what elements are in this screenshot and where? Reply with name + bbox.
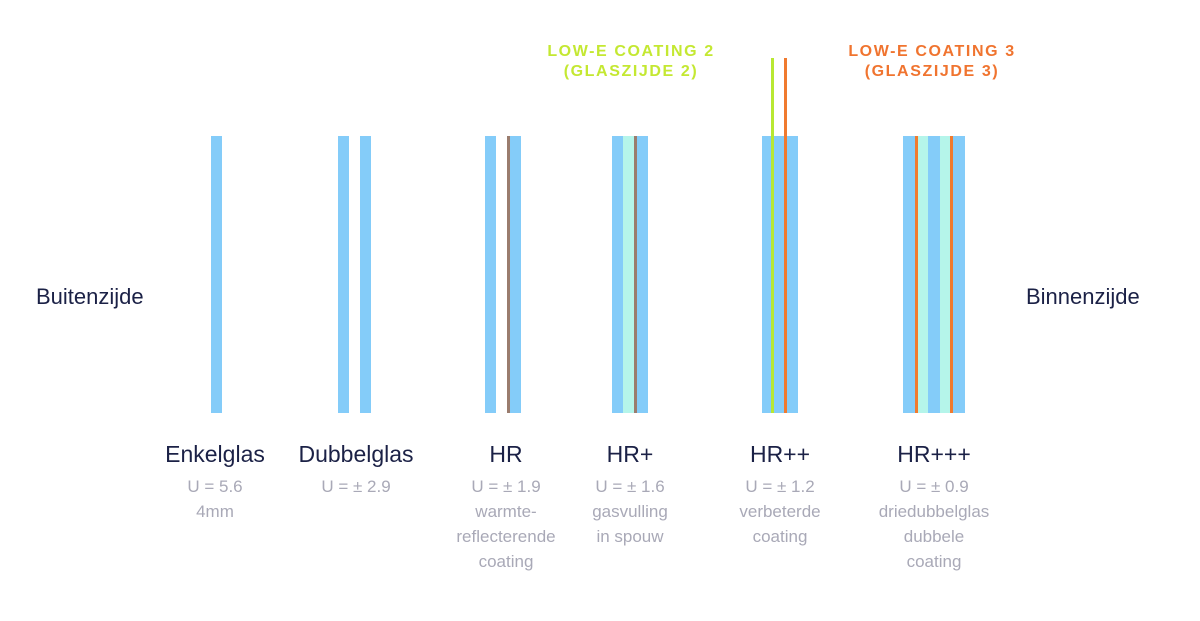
type-detail: coating <box>478 552 534 571</box>
low-e-coating-2-label: LOW-E COATING 2 (GLASZIJDE 2) <box>547 42 714 82</box>
type-description: U = ± 1.6 gasvulling in spouw <box>592 474 668 549</box>
type-name: HR+++ <box>897 441 971 467</box>
type-detail: driedubbelglas <box>878 502 990 521</box>
type-description: U = ± 2.9 <box>298 474 413 499</box>
u-value: U = ± 0.9 <box>899 477 969 496</box>
gas-filling <box>623 136 634 413</box>
type-name: HR+ <box>606 441 654 467</box>
reflective-coating-layer <box>507 136 510 413</box>
glazing-type-enkelglas: Enkelglas U = 5.6 4mm <box>165 438 265 524</box>
type-detail: verbeterde <box>739 502 821 521</box>
type-detail: dubbele <box>903 527 965 546</box>
gas-filling <box>940 136 950 413</box>
glass-pane <box>762 136 798 413</box>
glazing-type-hr: HR U = ± 1.9 warmte- reflecterende coati… <box>456 438 555 574</box>
type-detail: coating <box>906 552 962 571</box>
glazing-type-hr-plus: HR+ U = ± 1.6 gasvulling in spouw <box>592 438 668 549</box>
u-value: U = ± 2.9 <box>321 477 391 496</box>
glass-pane <box>507 136 521 413</box>
type-description: U = 5.6 4mm <box>165 474 265 524</box>
type-detail: coating <box>752 527 808 546</box>
coating-layer <box>634 136 637 413</box>
low-e-coating-2-line <box>771 58 774 413</box>
type-description: U = ± 1.9 warmte- reflecterende coating <box>456 474 555 574</box>
outside-label: Buitenzijde <box>36 284 144 309</box>
type-description: U = ± 0.9 driedubbelglas dubbele coating <box>879 474 990 574</box>
type-detail: gasvulling <box>592 502 668 521</box>
u-value: U = ± 1.9 <box>471 477 541 496</box>
glazing-type-dubbelglas: Dubbelglas U = ± 2.9 <box>298 438 413 499</box>
glass-pane <box>612 136 623 413</box>
glazing-type-hr-plus-plus: HR++ U = ± 1.2 verbeterde coating <box>739 438 820 549</box>
glass-pane <box>485 136 496 413</box>
type-name: HR <box>489 441 523 467</box>
coating-3-title: LOW-E COATING 3 <box>848 43 1016 60</box>
coating-layer <box>950 136 953 413</box>
type-name: Enkelglas <box>165 441 265 467</box>
coating-2-subtitle: (GLASZIJDE 2) <box>563 63 699 80</box>
type-name: Dubbelglas <box>298 441 414 467</box>
type-description: U = ± 1.2 verbeterde coating <box>739 474 820 549</box>
inside-label: Binnenzijde <box>1026 284 1140 309</box>
u-value: U = ± 1.6 <box>595 477 665 496</box>
type-name: HR++ <box>749 441 811 467</box>
coating-layer <box>915 136 918 413</box>
glazing-type-hr-plus-plus-plus: HR+++ U = ± 0.9 driedubbelglas dubbele c… <box>879 438 990 574</box>
glass-pane <box>338 136 349 413</box>
glass-pane <box>211 136 222 413</box>
u-value: U = ± 1.2 <box>745 477 815 496</box>
type-detail: warmte- <box>475 502 537 521</box>
glass-pane <box>903 136 915 413</box>
type-detail: 4mm <box>196 502 234 521</box>
glass-pane <box>360 136 371 413</box>
type-detail: in spouw <box>596 527 664 546</box>
coating-2-title: LOW-E COATING 2 <box>547 43 715 60</box>
gas-filling <box>918 136 928 413</box>
coating-3-subtitle: (GLASZIJDE 3) <box>864 63 1000 80</box>
glass-pane <box>928 136 940 413</box>
u-value: U = 5.6 <box>187 477 243 496</box>
glass-pane <box>637 136 648 413</box>
type-detail: reflecterende <box>456 527 556 546</box>
low-e-coating-3-line <box>784 58 787 413</box>
low-e-coating-3-label: LOW-E COATING 3 (GLASZIJDE 3) <box>848 42 1015 82</box>
glass-pane <box>953 136 965 413</box>
